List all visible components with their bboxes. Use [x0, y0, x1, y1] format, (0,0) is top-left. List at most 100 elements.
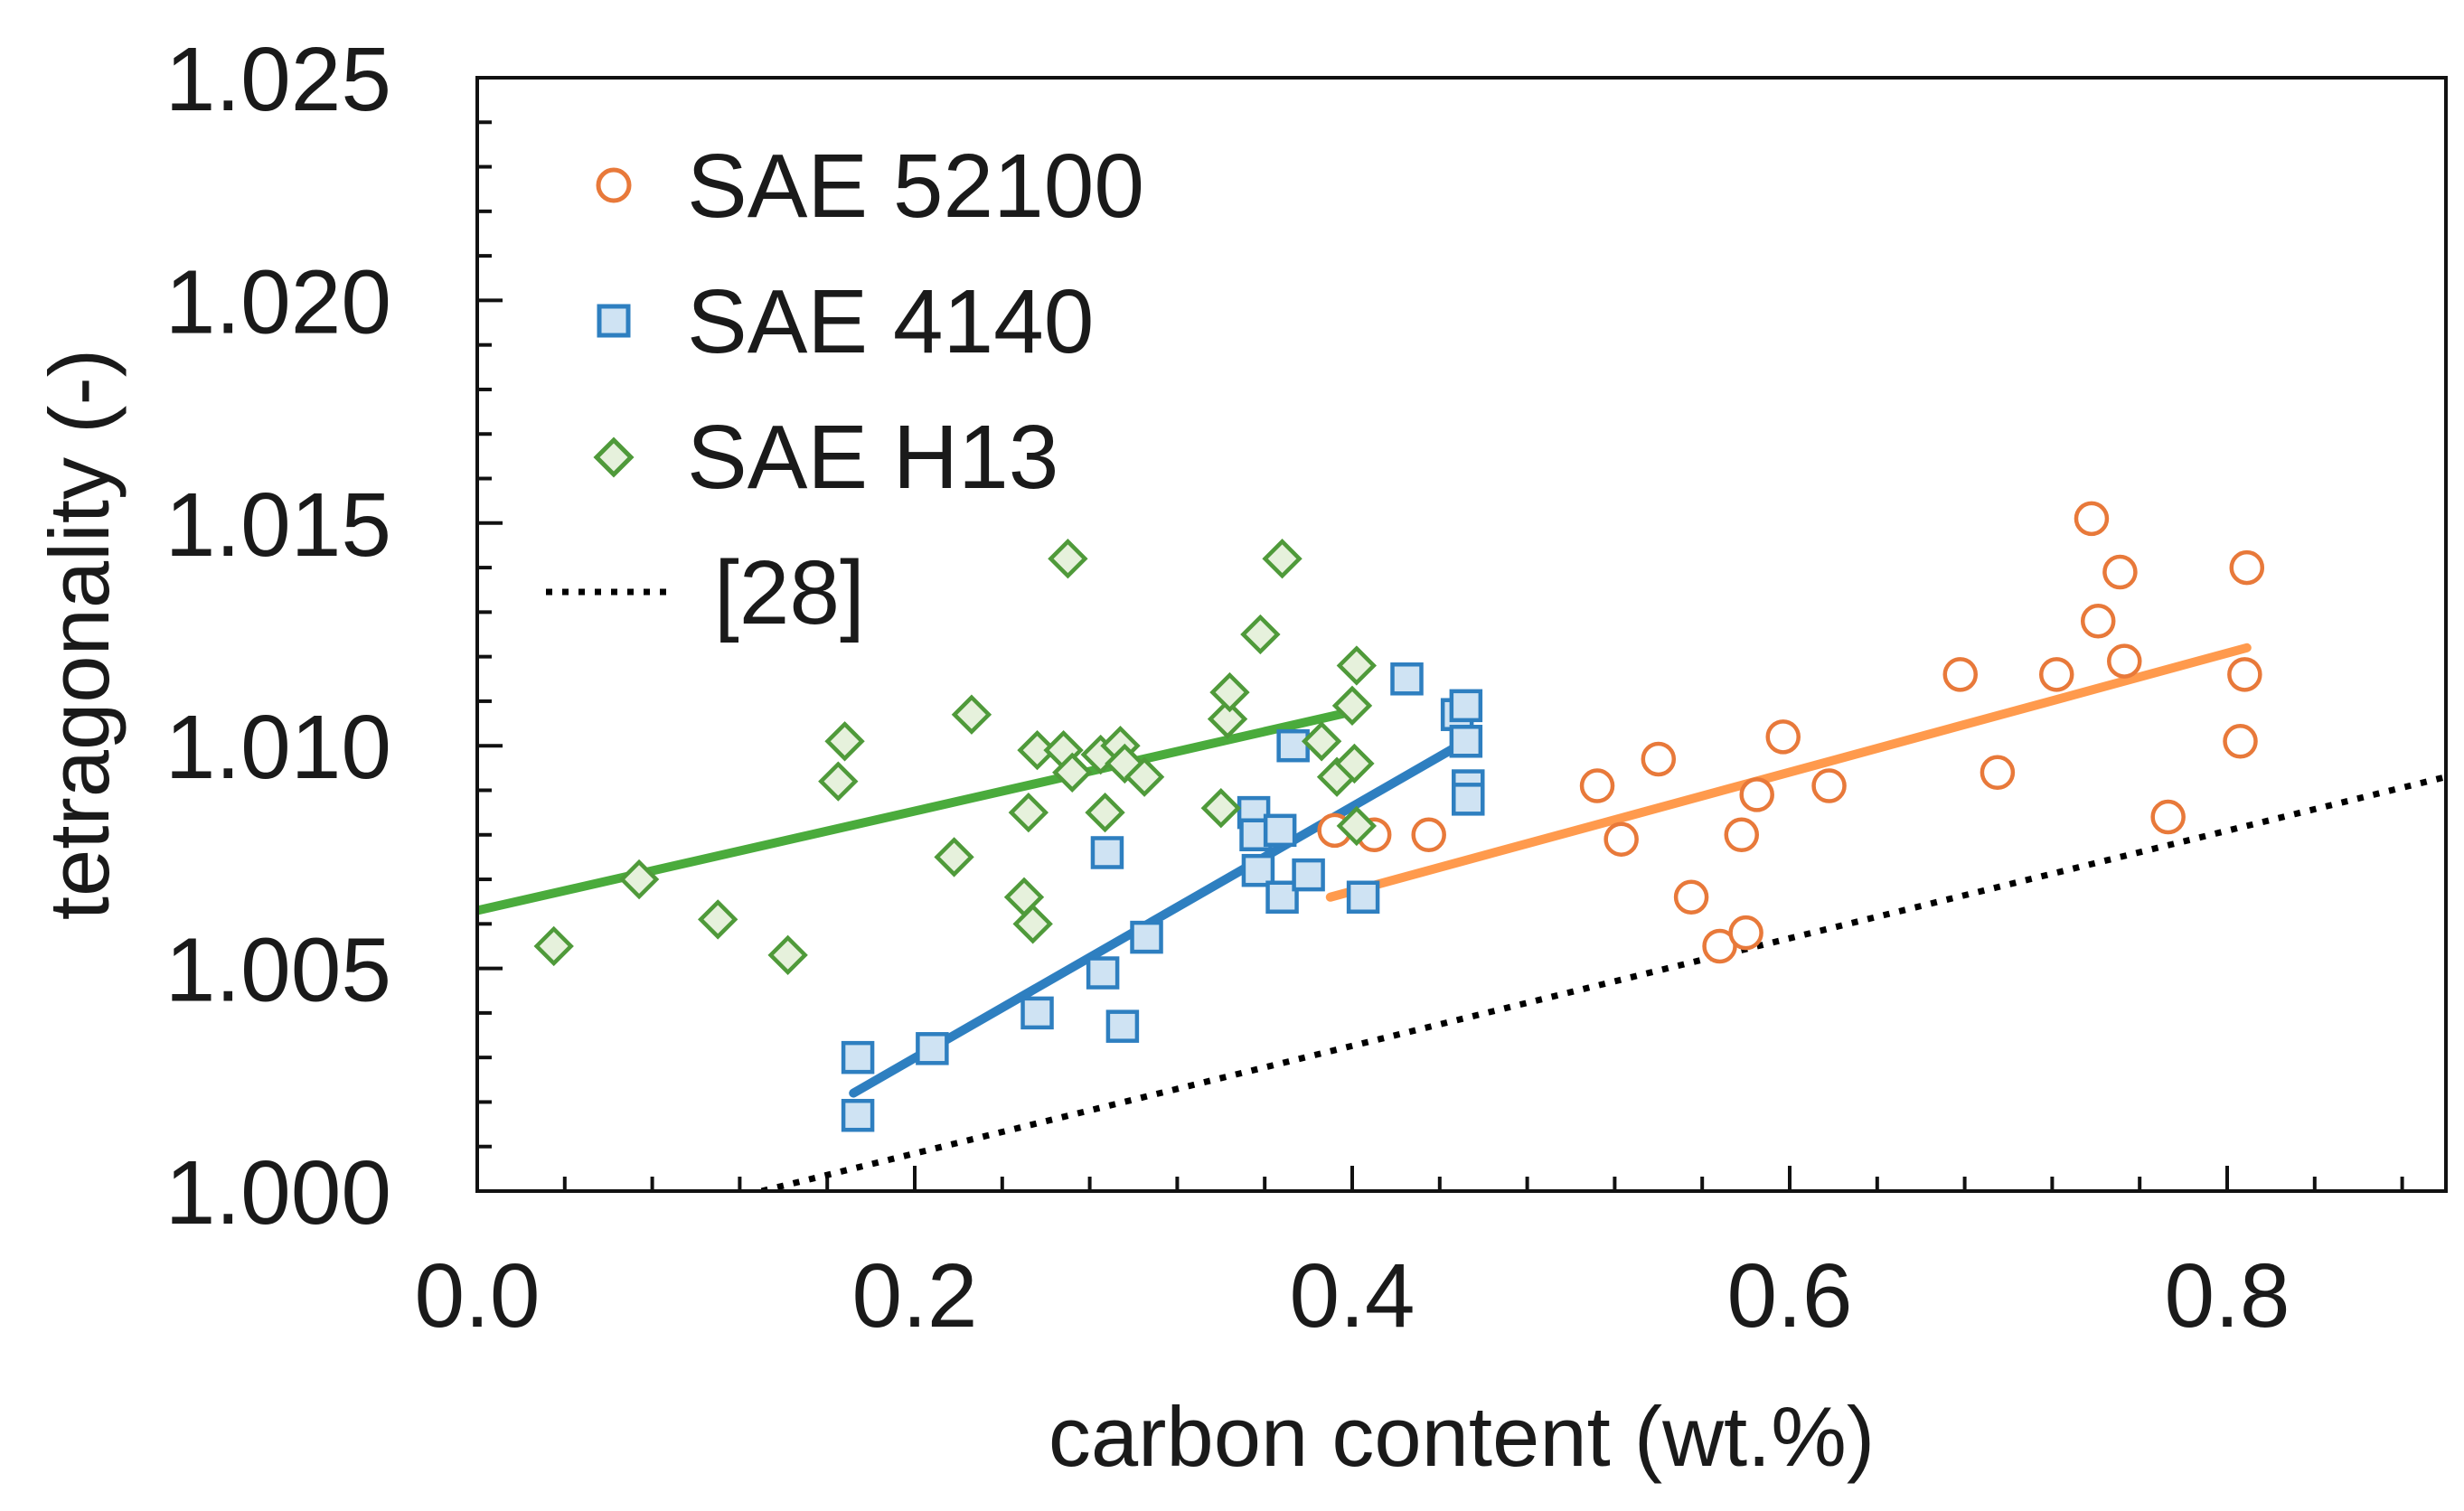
x-tick-label: 0.6	[1726, 1245, 1852, 1347]
x-tick-label: 0.8	[2164, 1245, 2290, 1347]
data-point-sae-h13	[1207, 699, 1248, 739]
data-point-sae-4140	[1263, 813, 1297, 848]
data-point-sae-4140	[1020, 996, 1054, 1030]
y-tick-label: 1.015	[165, 474, 391, 576]
data-point-sae-h13	[1200, 788, 1241, 829]
legend-label-sae-4140: SAE 4140	[687, 271, 1094, 372]
data-point-sae-h13	[951, 694, 992, 735]
data-point-sae-h13	[1124, 756, 1165, 797]
plot-content	[477, 501, 2446, 1191]
data-point-sae-4140	[1090, 836, 1124, 869]
data-point-sae-4140	[1086, 956, 1120, 990]
data-point-sae-h13	[1334, 743, 1375, 784]
y-tick-label: 1.025	[165, 29, 391, 130]
legend-item-sae-h13: SAE H13	[593, 407, 1058, 508]
data-point-sae-h13	[1209, 671, 1250, 713]
data-point-sae-4140	[1265, 880, 1299, 915]
data-point-sae-h13	[1012, 904, 1053, 944]
data-point-sae-52100	[2229, 549, 2265, 586]
data-point-sae-52100	[2150, 799, 2186, 835]
data-point-sae-52100	[1739, 777, 1774, 812]
legend-marker-circle	[596, 167, 632, 203]
data-point-sae-4140	[841, 1098, 875, 1132]
legend-item-reference: [28]	[546, 542, 865, 643]
x-tick-label: 0.4	[1289, 1245, 1415, 1347]
fit-line-sae-4140	[849, 737, 1471, 1098]
data-point-sae-h13	[1262, 539, 1303, 579]
data-point-sae-52100	[1724, 817, 1760, 853]
data-point-sae-4140	[1292, 858, 1325, 892]
data-point-sae-52100	[1728, 915, 1763, 951]
y-tick-labels: 1.000 1.005 1.010 1.015 1.020 1.025	[165, 29, 391, 1244]
fit-line-sae-52100	[1325, 643, 2252, 902]
data-point-sae-52100	[1811, 768, 1847, 803]
legend-label-reference: [28]	[714, 542, 865, 643]
data-point-sae-4140	[916, 1032, 949, 1065]
x-axis-title: carbon content (wt.%)	[1049, 1389, 1875, 1484]
data-point-sae-52100	[1603, 821, 1639, 857]
data-point-sae-h13	[1048, 539, 1088, 579]
legend-item-sae-52100: SAE 52100	[596, 136, 1144, 237]
data-point-sae-4140	[1390, 662, 1424, 696]
x-tick-labels: 0.0 0.2 0.4 0.6 0.8	[414, 1245, 2290, 1347]
plot-frame	[475, 76, 2448, 1193]
data-point-sae-52100	[1411, 817, 1446, 853]
data-point-sae-h13	[1008, 792, 1049, 833]
data-point-sae-h13	[824, 721, 865, 762]
data-point-sae-h13	[1052, 752, 1093, 793]
data-point-sae-52100	[2223, 724, 2258, 759]
data-point-sae-52100	[1673, 879, 1709, 915]
x-tick-label: 0.2	[851, 1245, 977, 1347]
data-point-sae-4140	[1449, 689, 1483, 723]
reference-line	[760, 774, 2446, 1191]
data-point-sae-4140	[1130, 920, 1163, 954]
data-point-sae-h13	[1017, 729, 1058, 771]
data-point-sae-52100	[2038, 657, 2074, 692]
data-point-sae-4140	[841, 1040, 875, 1075]
data-point-sae-52100	[1579, 768, 1615, 803]
data-point-sae-h13	[1331, 685, 1373, 727]
data-point-sae-4140	[1449, 725, 1483, 758]
data-point-sae-52100	[1980, 755, 2016, 791]
data-point-sae-4140	[1105, 1009, 1140, 1043]
data-point-sae-52100	[2102, 554, 2138, 590]
data-point-sae-52100	[2074, 501, 2110, 537]
data-point-sae-52100	[1765, 719, 1801, 755]
points-layer	[533, 501, 2265, 1132]
data-point-sae-h13	[1336, 805, 1378, 847]
data-point-sae-h13	[1336, 645, 1378, 686]
legend: SAE 52100 SAE 4140 SAE H13 [28]	[546, 136, 1144, 643]
data-point-sae-52100	[1942, 657, 1979, 692]
minor-ticks	[477, 120, 2404, 1191]
y-axis-title: tetragonality (-)	[32, 349, 127, 920]
legend-marker-square	[597, 304, 631, 338]
y-tick-label: 1.020	[165, 251, 391, 352]
data-point-sae-h13	[767, 934, 808, 975]
legend-label-sae-52100: SAE 52100	[687, 136, 1144, 237]
legend-marker-diamond	[593, 436, 635, 478]
data-point-sae-52100	[1641, 741, 1677, 777]
data-point-sae-52100	[2227, 657, 2262, 692]
data-point-sae-h13	[533, 925, 574, 967]
data-point-sae-4140	[1276, 728, 1310, 763]
legend-item-sae-4140: SAE 4140	[597, 271, 1094, 372]
data-point-sae-4140	[1346, 880, 1380, 915]
y-tick-label: 1.010	[165, 697, 391, 798]
legend-label-sae-h13: SAE H13	[687, 407, 1058, 508]
data-point-sae-h13	[1301, 721, 1342, 762]
data-point-sae-h13	[1240, 614, 1281, 655]
data-point-sae-4140	[1452, 783, 1485, 816]
x-tick-label: 0.0	[414, 1245, 540, 1347]
data-point-sae-h13	[698, 899, 738, 940]
data-point-sae-52100	[2080, 603, 2116, 639]
y-tick-label: 1.005	[165, 920, 391, 1021]
data-point-sae-h13	[1085, 792, 1125, 833]
data-point-sae-52100	[2107, 643, 2142, 679]
data-point-sae-4140	[1241, 853, 1275, 887]
data-point-sae-h13	[618, 859, 660, 900]
data-point-sae-h13	[934, 837, 974, 878]
data-point-sae-h13	[818, 761, 859, 802]
reference-layer	[760, 774, 2446, 1191]
